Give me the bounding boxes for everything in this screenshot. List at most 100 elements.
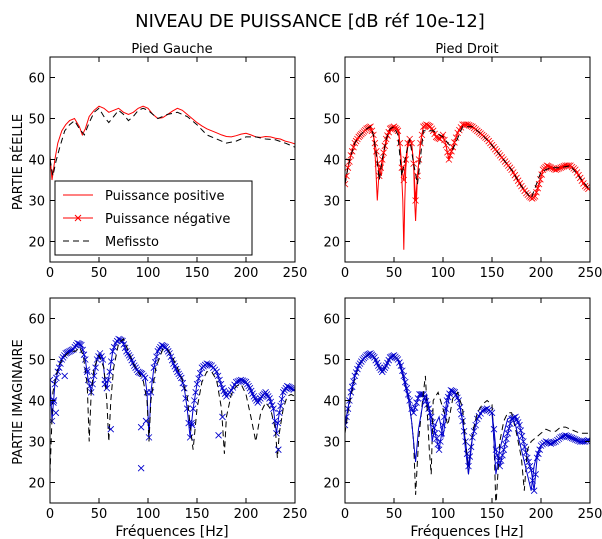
x-marker — [533, 454, 541, 462]
x-marker — [196, 369, 204, 377]
panel-top-left: 0 50 100 150 200 250 20 30 40 50 60 — [28, 56, 307, 281]
x-marker — [183, 405, 191, 412]
x-marker — [245, 382, 252, 390]
x-marker — [276, 409, 283, 417]
x-tick-label: 100 — [431, 266, 456, 281]
x-marker — [500, 446, 508, 453]
x-marker — [121, 344, 129, 352]
y-tick-label: 30 — [323, 436, 340, 451]
x-marker — [92, 364, 99, 371]
x-marker — [79, 346, 86, 354]
x-marker — [290, 386, 295, 393]
x-marker — [140, 372, 147, 380]
legend-label: Puissance positive — [105, 189, 224, 204]
x-marker — [523, 454, 531, 462]
x-tick-label: 0 — [46, 507, 54, 522]
y-tick-label: 60 — [323, 313, 340, 328]
x-marker — [151, 358, 159, 366]
panel-bottom-right: 0 50 100 150 200 250 20 30 40 50 60 — [323, 297, 602, 522]
x-marker — [120, 341, 128, 348]
x-marker — [289, 385, 295, 393]
y-tick-label: 30 — [28, 436, 45, 451]
x-marker — [517, 427, 525, 434]
x-marker — [107, 358, 115, 365]
x-marker — [193, 380, 201, 388]
plot-area — [50, 105, 295, 181]
series-line-puissance-ngative — [345, 124, 590, 201]
x-marker — [402, 156, 410, 163]
x-marker — [213, 368, 220, 376]
x-marker — [262, 389, 269, 396]
panel-bottom-left: 0 50 100 150 200 250 20 30 40 50 60 — [28, 297, 308, 522]
x-marker — [176, 372, 184, 380]
x-marker — [507, 420, 514, 428]
series-line-mefissto — [50, 338, 295, 475]
outlier-x-marker — [219, 413, 226, 421]
x-marker — [55, 364, 63, 371]
x-marker — [526, 462, 534, 470]
x-marker — [520, 438, 527, 445]
x-marker — [401, 378, 409, 386]
x-tick-label: 150 — [185, 266, 210, 281]
x-marker — [103, 384, 111, 392]
xlabel-left: Fréquences [Hz] — [115, 524, 228, 539]
x-marker — [430, 424, 438, 432]
x-marker — [153, 353, 160, 361]
legend-label: Mefissto — [105, 235, 159, 250]
x-marker — [81, 356, 89, 363]
x-tick-label: 150 — [185, 507, 210, 522]
series-line-mefissto — [50, 107, 295, 177]
x-marker — [268, 402, 276, 409]
x-marker — [54, 368, 62, 376]
x-marker — [90, 372, 98, 380]
x-marker — [503, 435, 510, 443]
x-tick-label: 200 — [234, 507, 259, 522]
x-tick-label: 0 — [46, 266, 54, 281]
x-marker — [147, 389, 155, 396]
x-marker — [174, 368, 181, 376]
x-tick-label: 250 — [578, 507, 602, 522]
x-marker — [411, 404, 419, 411]
x-tick-label: 200 — [234, 266, 259, 281]
plot-area — [345, 121, 590, 250]
x-marker — [427, 413, 435, 421]
x-marker — [76, 341, 84, 348]
y-tick-label: 50 — [323, 354, 340, 369]
x-marker — [264, 393, 272, 400]
x-marker — [465, 462, 472, 470]
x-tick-label: 250 — [283, 507, 308, 522]
legend-entry: Puissance négative — [63, 212, 230, 227]
x-marker — [58, 356, 66, 363]
outlier-x-marker — [137, 423, 145, 431]
x-marker — [168, 356, 176, 364]
x-marker — [123, 348, 130, 355]
x-tick-label: 0 — [341, 266, 349, 281]
legend-label: Puissance négative — [105, 212, 230, 227]
y-tick-label: 60 — [28, 313, 45, 328]
x-marker — [273, 430, 280, 437]
y-tick-label: 30 — [323, 195, 340, 210]
xlabel-right: Fréquences [Hz] — [410, 524, 523, 539]
x-marker — [435, 446, 443, 453]
x-tick-label: 200 — [529, 266, 554, 281]
outlier-x-marker — [188, 421, 196, 429]
x-marker — [516, 421, 523, 429]
x-marker — [119, 337, 126, 345]
x-marker — [232, 378, 240, 386]
y-tick-label: 20 — [323, 477, 340, 492]
x-marker — [175, 370, 182, 378]
x-marker — [239, 377, 247, 384]
x-marker — [413, 399, 420, 406]
x-marker — [412, 197, 419, 204]
plot-area — [50, 335, 295, 475]
x-marker — [110, 343, 118, 351]
y-tick-label: 20 — [28, 236, 45, 251]
x-marker — [192, 389, 199, 396]
series-line-mefissto — [345, 352, 590, 503]
x-tick-label: 250 — [578, 266, 602, 281]
x-marker — [195, 375, 202, 382]
x-marker — [501, 440, 509, 448]
series-line-puissance-positive — [345, 352, 590, 491]
x-marker — [270, 405, 277, 412]
x-marker — [214, 372, 222, 380]
